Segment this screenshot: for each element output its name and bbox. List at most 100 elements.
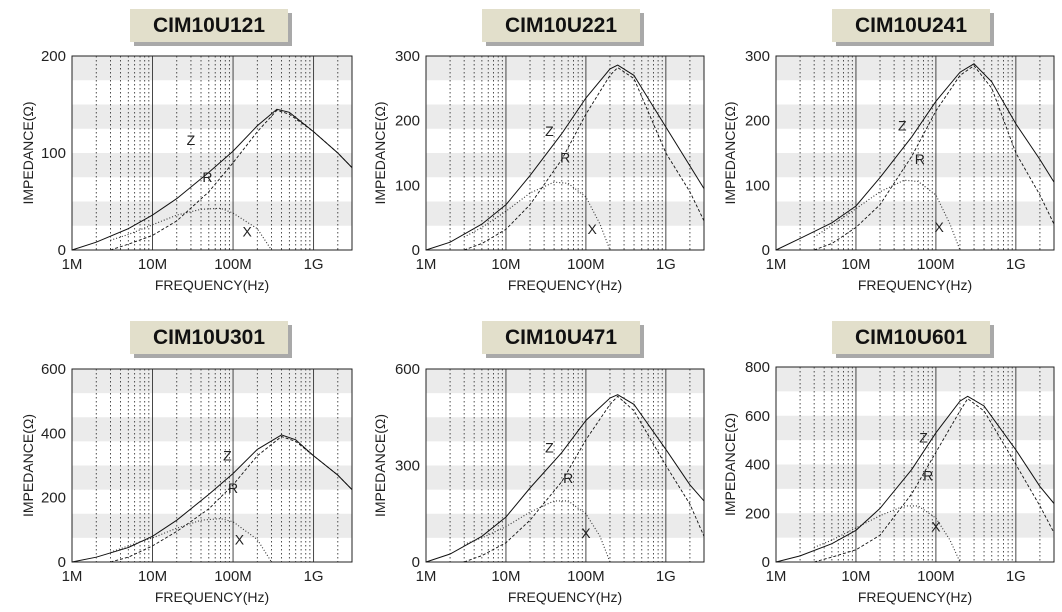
y-tick-label: 200 xyxy=(395,113,420,130)
y-tick-label: 0 xyxy=(412,242,420,259)
y-tick-label: 0 xyxy=(762,242,770,259)
series-z-line xyxy=(425,394,705,563)
x-tick-label: 1M xyxy=(766,256,787,273)
plot-frame xyxy=(71,55,353,251)
series-x-line xyxy=(463,181,611,251)
chart-title: CIM10U601 xyxy=(832,321,990,354)
y-tick-label: 600 xyxy=(745,408,770,425)
curve-label-r: R xyxy=(560,150,570,166)
x-tick-label: 100M xyxy=(567,256,605,273)
y-axis-label: IMPEDANCE(Ω) xyxy=(722,413,738,516)
x-tick-label: 1G xyxy=(304,256,324,273)
impedance-chart-1: Z R X 0 100 200 1M 10M 100M 1G FREQUENCY(Hz) IMPEDA… xyxy=(20,48,353,293)
curve-label-z: Z xyxy=(898,117,907,133)
curve-label-z: Z xyxy=(223,448,232,464)
plot-band xyxy=(72,369,352,394)
y-axis-label: IMPEDANCE(Ω) xyxy=(20,101,36,204)
x-axis-label: FREQUENCY(Hz) xyxy=(155,589,269,605)
y-tick-label: 200 xyxy=(41,490,66,507)
panel-1: CIM10U121 Z R X 0 100 200 1M 10M 100M 1G FREQUENCY… xyxy=(0,0,353,300)
plot-band xyxy=(776,104,1054,129)
series-z-line xyxy=(71,434,353,563)
y-tick-label: 400 xyxy=(41,425,66,442)
panel-4: CIM10U301 Z R X 0 200 400 600 1M 10M 100M 1G FREQUE… xyxy=(0,312,353,612)
impedance-chart-2: ZR X 0 100 200 300 1M 10M 100M 1G FREQUENCY(Hz) IMP… xyxy=(372,48,705,293)
series-z-line xyxy=(775,63,1055,251)
panel-6: CIM10U601 Z R X 0 200 400 600 800 1M 10M 100M 1G FRE… xyxy=(702,312,1055,612)
panel-3: CIM10U241 Z R X 0 100 200 300 1M 10M 100M 1G FREQUE… xyxy=(702,0,1055,300)
x-tick-label: 1G xyxy=(656,568,676,585)
curve-label-r: R xyxy=(563,470,573,486)
series-z-line xyxy=(775,395,1055,563)
y-axis-label: IMPEDANCE(Ω) xyxy=(722,101,738,204)
x-tick-label: 1G xyxy=(1006,256,1026,273)
panel-2: CIM10U221 Z R X 0 100 200 300 1M 10M 100M 1G FREQUE… xyxy=(352,0,705,300)
plot-band xyxy=(426,56,704,81)
curve-label-x: X xyxy=(935,219,945,235)
x-tick-label: 1M xyxy=(62,256,83,273)
plot-band xyxy=(72,465,352,490)
series-r-line xyxy=(813,65,1055,251)
plot-frame xyxy=(775,55,1055,251)
plot-band xyxy=(776,367,1054,392)
x-axis-label: FREQUENCY(Hz) xyxy=(858,277,972,293)
y-tick-label: 600 xyxy=(395,361,420,378)
chart-title: CIM10U241 xyxy=(832,9,990,42)
y-axis-label: IMPEDANCE(Ω) xyxy=(20,414,36,517)
x-tick-label: 1M xyxy=(416,256,437,273)
plot-frame xyxy=(425,55,705,251)
impedance-chart-5: ZR X 0 300 600 1M 10M 100M 1G FREQUENCY(Hz) IMPEDA… xyxy=(372,361,705,605)
y-tick-label: 0 xyxy=(58,554,66,571)
impedance-chart-4: ZR X 0 200 400 600 1M 10M 100M 1G FREQUENCY(Hz) IMP… xyxy=(20,361,353,605)
x-tick-label: 10M xyxy=(138,568,167,585)
plot-band xyxy=(776,56,1054,81)
series-x-line xyxy=(463,500,611,563)
plot-band xyxy=(72,417,352,442)
curve-label-x: X xyxy=(581,525,591,541)
y-tick-label: 400 xyxy=(745,457,770,474)
plot-band xyxy=(72,153,352,178)
chart-title: CIM10U471 xyxy=(482,321,640,354)
x-tick-label: 10M xyxy=(138,256,167,273)
series-r-line xyxy=(463,395,705,563)
x-tick-label: 100M xyxy=(214,256,252,273)
curve-label-z: Z xyxy=(919,430,928,446)
plot-band xyxy=(776,153,1054,178)
y-tick-label: 100 xyxy=(41,145,66,162)
x-tick-label: 100M xyxy=(567,568,605,585)
plot-band xyxy=(426,513,704,538)
x-tick-label: 10M xyxy=(841,256,870,273)
plot-frame xyxy=(425,368,705,563)
curve-label-x: X xyxy=(235,531,245,547)
curve-label-x: X xyxy=(588,221,598,237)
plot-band xyxy=(426,153,704,178)
plot-frame xyxy=(775,366,1055,563)
x-tick-label: 1M xyxy=(62,568,83,585)
x-axis-label: FREQUENCY(Hz) xyxy=(858,589,972,605)
y-tick-label: 300 xyxy=(395,48,420,65)
chart-title: CIM10U121 xyxy=(130,9,288,42)
plot-band xyxy=(72,56,352,81)
curve-label-r: R xyxy=(923,467,933,483)
series-r-line xyxy=(463,67,705,251)
y-tick-label: 0 xyxy=(58,242,66,259)
y-axis-label: IMPEDANCE(Ω) xyxy=(372,414,388,517)
impedance-chart-6: Z R X 0 200 400 600 800 1M 10M 100M 1G FREQUENCY(Hz)… xyxy=(722,359,1055,605)
plot-band xyxy=(426,465,704,490)
series-x-line xyxy=(110,518,272,563)
series-r-line xyxy=(813,398,1055,563)
y-tick-label: 600 xyxy=(41,361,66,378)
x-tick-label: 1G xyxy=(304,568,324,585)
y-tick-label: 300 xyxy=(395,458,420,475)
x-tick-label: 10M xyxy=(841,568,870,585)
curve-label-r: R xyxy=(202,169,212,185)
series-r-line xyxy=(110,435,353,563)
y-axis-label: IMPEDANCE(Ω) xyxy=(372,101,388,204)
y-tick-label: 300 xyxy=(745,48,770,65)
x-tick-label: 1M xyxy=(416,568,437,585)
y-tick-label: 200 xyxy=(745,505,770,522)
plot-band xyxy=(776,513,1054,538)
y-tick-label: 0 xyxy=(762,554,770,571)
series-x-line xyxy=(110,207,272,251)
x-axis-label: FREQUENCY(Hz) xyxy=(155,277,269,293)
